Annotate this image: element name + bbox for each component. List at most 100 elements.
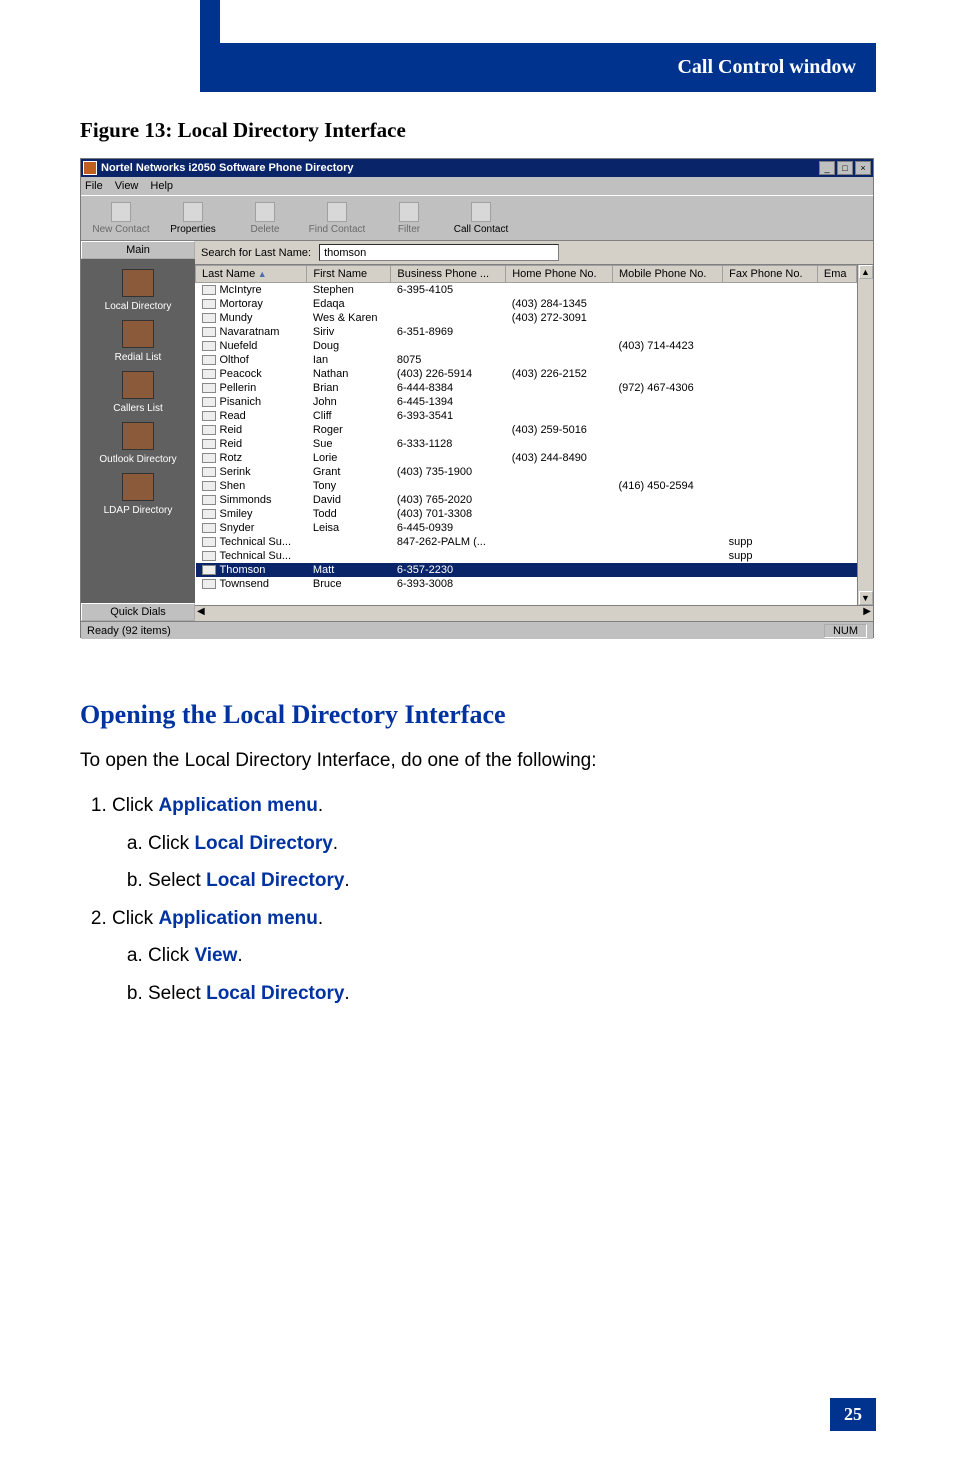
link-local-directory-2b[interactable]: Local Directory <box>206 983 344 1004</box>
table-cell: Edaqa <box>307 297 391 311</box>
table-row[interactable]: ReidSue6-333-1128 <box>196 437 857 451</box>
maximize-button[interactable]: □ <box>837 161 853 175</box>
table-cell <box>723 381 818 395</box>
table-cell: Leisa <box>307 521 391 535</box>
screenshot-window: Nortel Networks i2050 Software Phone Dir… <box>80 158 874 638</box>
link-local-directory-1b[interactable]: Local Directory <box>206 870 344 891</box>
link-view-2a[interactable]: View <box>194 945 237 966</box>
table-cell: Olthof <box>196 353 307 367</box>
sidebar-item-callers-list[interactable]: Callers List <box>81 371 195 414</box>
menu-view[interactable]: View <box>115 180 139 192</box>
table-row[interactable]: Technical Su...supp <box>196 549 857 563</box>
sidebar-item-outlook-directory[interactable]: Outlook Directory <box>81 422 195 465</box>
table-row[interactable]: ThomsonMatt6-357-2230 <box>196 563 857 577</box>
table-cell <box>506 493 613 507</box>
table-cell: Roger <box>307 423 391 437</box>
table-cell: (403) 272-3091 <box>506 311 613 325</box>
table-row[interactable]: MortorayEdaqa(403) 284-1345 <box>196 297 857 311</box>
table-row[interactable]: NavaratnamSiriv6-351-8969 <box>196 325 857 339</box>
table-cell: Grant <box>307 465 391 479</box>
sidebar-head[interactable]: Main <box>81 241 195 259</box>
table-cell <box>723 311 818 325</box>
table-row[interactable]: SmileyTodd(403) 701-3308 <box>196 507 857 521</box>
column-header[interactable]: Fax Phone No. <box>723 266 818 283</box>
link-local-directory-1a[interactable]: Local Directory <box>194 833 332 854</box>
contact-icon <box>202 467 216 477</box>
menu-file[interactable]: File <box>85 180 103 192</box>
table-cell <box>506 353 613 367</box>
table-row[interactable]: ReidRoger(403) 259-5016 <box>196 423 857 437</box>
minimize-button[interactable]: _ <box>819 161 835 175</box>
table-cell <box>817 325 856 339</box>
toolbar-icon <box>111 202 131 222</box>
sidebar-item-ldap-directory[interactable]: LDAP Directory <box>81 473 195 516</box>
contact-icon <box>202 537 216 547</box>
table-cell <box>817 283 856 298</box>
table-cell <box>506 521 613 535</box>
table-row[interactable]: PeacockNathan(403) 226-5914(403) 226-215… <box>196 367 857 381</box>
sidebar-item-redial-list[interactable]: Redial List <box>81 320 195 363</box>
table-row[interactable]: OlthofIan8075 <box>196 353 857 367</box>
table-cell <box>817 479 856 493</box>
table-cell <box>613 297 723 311</box>
table-cell <box>723 507 818 521</box>
column-header[interactable]: Mobile Phone No. <box>613 266 723 283</box>
table-row[interactable]: SnyderLeisa6-445-0939 <box>196 521 857 535</box>
table-row[interactable]: PellerinBrian6-444-8384(972) 467-4306 <box>196 381 857 395</box>
table-row[interactable]: RotzLorie(403) 244-8490 <box>196 451 857 465</box>
table-row[interactable]: NuefeldDoug(403) 714-4423 <box>196 339 857 353</box>
table-row[interactable]: SimmondsDavid(403) 765-2020 <box>196 493 857 507</box>
toolbar-filter[interactable]: Filter <box>379 202 439 235</box>
scroll-down-icon[interactable]: ▼ <box>859 591 873 605</box>
step-1b-text: Select <box>148 870 206 891</box>
contact-icon <box>202 285 216 295</box>
step-2a-text: Click <box>148 945 194 966</box>
contacts-grid: Last NameFirst NameBusiness Phone ...Hom… <box>195 265 857 605</box>
table-row[interactable]: McIntyreStephen6-395-4105 <box>196 283 857 298</box>
column-header[interactable]: Home Phone No. <box>506 266 613 283</box>
table-cell <box>723 479 818 493</box>
vertical-scrollbar[interactable]: ▲ ▼ <box>857 265 873 605</box>
sidebar-icon <box>122 422 154 450</box>
table-cell <box>506 535 613 549</box>
close-button[interactable]: × <box>855 161 871 175</box>
toolbar-find-contact[interactable]: Find Contact <box>307 202 367 235</box>
sidebar-label: Redial List <box>81 352 195 363</box>
main-panel: Search for Last Name: Last NameFirst Nam… <box>195 241 873 621</box>
table-cell: 6-393-3008 <box>391 577 506 591</box>
toolbar-properties[interactable]: Properties <box>163 202 223 235</box>
table-cell <box>613 423 723 437</box>
table-cell <box>506 465 613 479</box>
table-row[interactable]: TownsendBruce6-393-3008 <box>196 577 857 591</box>
link-application-menu-1[interactable]: Application menu <box>158 795 317 816</box>
table-row[interactable]: ReadCliff6-393-3541 <box>196 409 857 423</box>
scroll-up-icon[interactable]: ▲ <box>859 265 873 279</box>
horizontal-scrollbar[interactable] <box>195 605 873 621</box>
column-header[interactable]: First Name <box>307 266 391 283</box>
table-row[interactable]: ShenTony(416) 450-2594 <box>196 479 857 493</box>
table-row[interactable]: Technical Su...847-262-PALM (...supp <box>196 535 857 549</box>
table-row[interactable]: SerinkGrant(403) 735-1900 <box>196 465 857 479</box>
table-cell <box>817 535 856 549</box>
table-row[interactable]: PisanichJohn6-445-1394 <box>196 395 857 409</box>
column-header[interactable]: Ema <box>817 266 856 283</box>
table-cell <box>506 549 613 563</box>
table-cell <box>817 521 856 535</box>
link-application-menu-2[interactable]: Application menu <box>158 908 317 929</box>
table-row[interactable]: MundyWes & Karen(403) 272-3091 <box>196 311 857 325</box>
table-cell: Peacock <box>196 367 307 381</box>
column-header[interactable]: Last Name <box>196 266 307 283</box>
search-input[interactable] <box>319 244 559 261</box>
toolbar-new-contact[interactable]: New Contact <box>91 202 151 235</box>
header-stripe <box>200 0 220 92</box>
table-cell: Smiley <box>196 507 307 521</box>
toolbar-call-contact[interactable]: Call Contact <box>451 202 511 235</box>
sidebar-item-local-directory[interactable]: Local Directory <box>81 269 195 312</box>
column-header[interactable]: Business Phone ... <box>391 266 506 283</box>
sidebar-foot[interactable]: Quick Dials <box>81 603 195 621</box>
table-cell: Technical Su... <box>196 549 307 563</box>
table-cell <box>506 283 613 298</box>
menu-help[interactable]: Help <box>150 180 173 192</box>
statusbar: Ready (92 items) NUM <box>81 621 873 639</box>
toolbar-delete[interactable]: Delete <box>235 202 295 235</box>
